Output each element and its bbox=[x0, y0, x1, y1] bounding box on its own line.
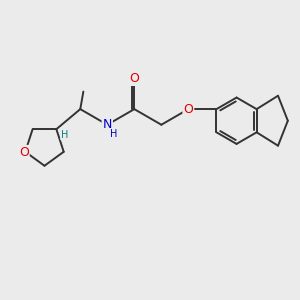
Text: O: O bbox=[129, 72, 139, 85]
Text: O: O bbox=[183, 103, 193, 116]
Text: H: H bbox=[110, 129, 118, 139]
Text: N: N bbox=[103, 118, 112, 131]
Text: O: O bbox=[19, 146, 29, 159]
Text: H: H bbox=[61, 130, 68, 140]
